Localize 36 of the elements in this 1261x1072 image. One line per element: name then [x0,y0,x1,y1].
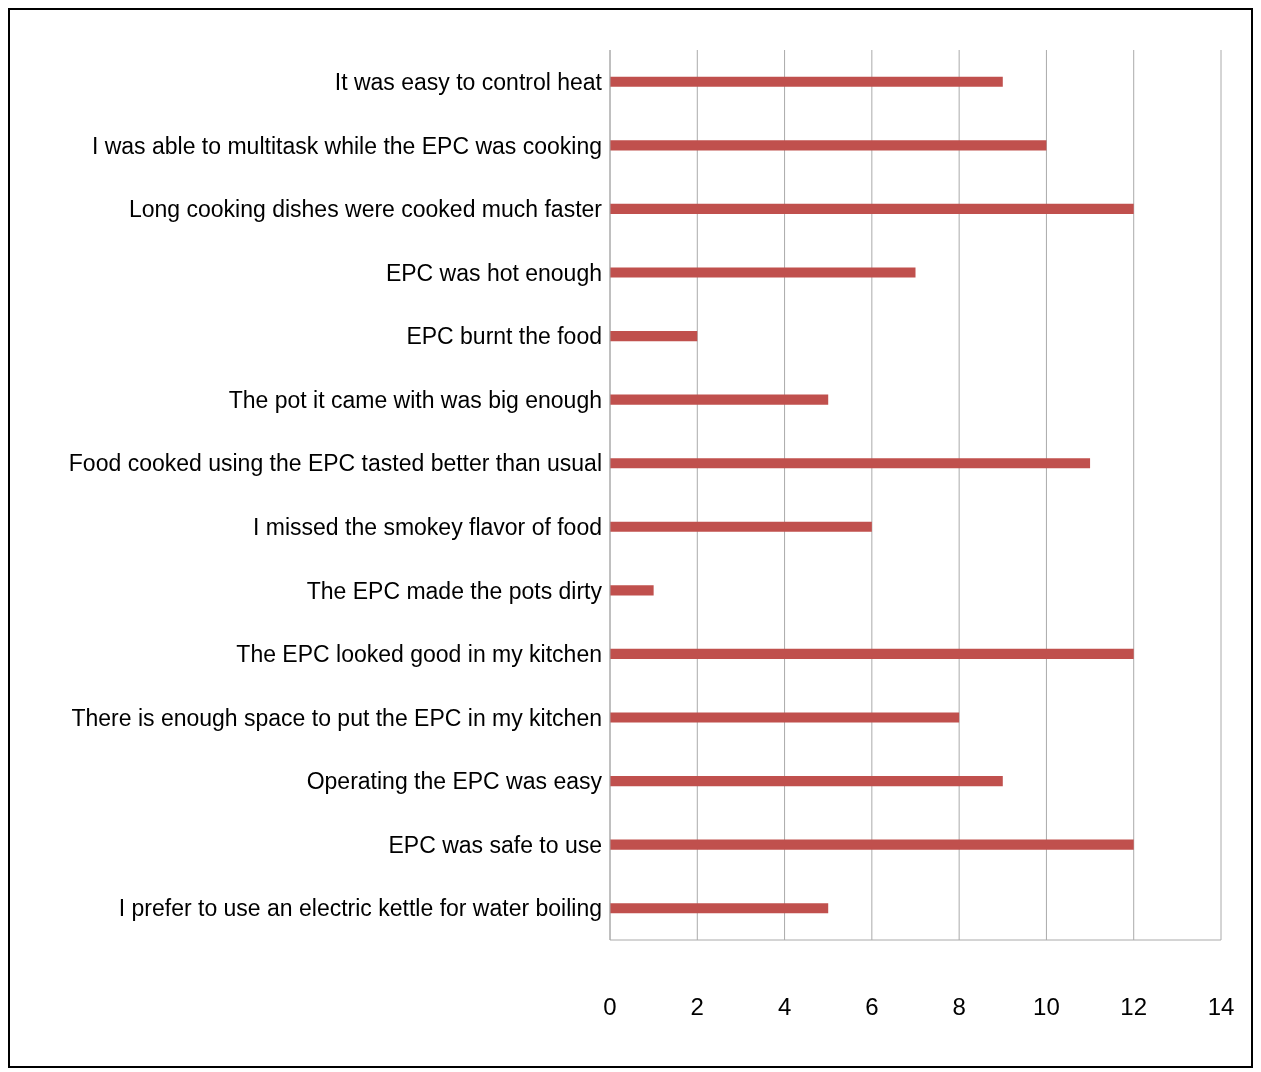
bar [610,140,1047,151]
bar [610,712,960,723]
y-tick-label: Operating the EPC was easy [306,768,603,795]
y-tick-label: There is enough space to put the EPC in my kitchen [71,704,602,731]
y-tick-label: EPC was safe to use [388,831,602,858]
y-tick-label: Long cooking dishes were cooked much faster [128,196,603,223]
x-tick-label: 6 [865,993,879,1021]
x-tick-label: 12 [1120,993,1148,1021]
y-tick-label: The EPC looked good in my kitchen [236,641,602,668]
y-tick-label: The EPC made the pots dirty [306,577,603,604]
y-tick-label: EPC was hot enough [385,259,602,286]
x-tick-label: 0 [603,993,617,1021]
bar [610,648,1134,660]
x-tick-label: 14 [1207,993,1235,1021]
y-tick-label: The pot it came with was big enough [228,386,602,413]
bar [610,394,829,405]
bar [610,203,1134,215]
y-tick-label: I was able to multitask while the EPC was cooking [91,132,602,159]
y-tick-label: It was easy to control heat [334,68,603,95]
x-tick-label: 2 [690,993,704,1021]
x-tick-label: 4 [777,993,792,1021]
bar [610,267,916,278]
bar [610,458,1091,469]
y-tick-label: EPC burnt the food [406,323,602,350]
y-tick-label: I missed the smokey flavor of food [253,513,602,540]
bar [610,521,872,532]
y-tick-label: Food cooked using the EPC tasted better than usual [68,450,602,477]
bar [610,76,1003,87]
bar [610,839,1134,850]
bar [610,330,698,342]
bar [610,585,654,596]
x-tick-label: 8 [952,993,966,1021]
x-tick-label: 10 [1033,993,1060,1021]
bar [610,903,829,914]
y-tick-label: I prefer to use an electric kettle for water boiling [118,895,602,922]
bar [610,775,1003,787]
